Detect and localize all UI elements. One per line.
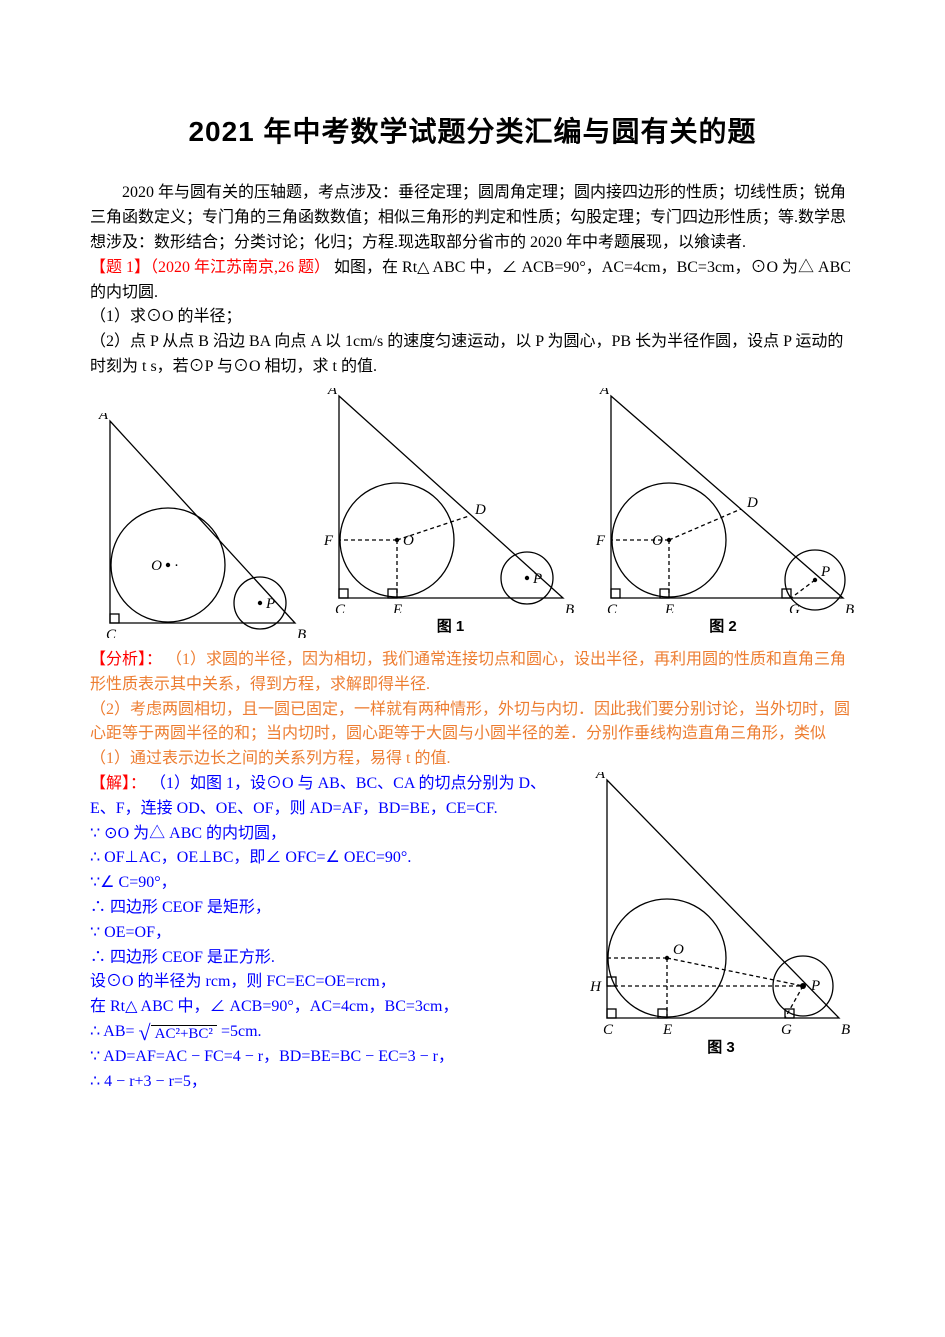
figures-row: A C B O · P A C B E F D O P 图 1 A C B E F D G O P 图 2: [90, 388, 855, 638]
svg-text:O: O: [673, 942, 684, 958]
svg-text:G: G: [789, 602, 800, 613]
figure-0-wrap: A C B O · P: [90, 413, 310, 638]
svg-text:·: ·: [174, 558, 179, 574]
figure-2-wrap: A C B E F D G O P 图 2: [591, 388, 855, 638]
problem-line-1: 【题 1】（2020 年江苏南京,26 题） 如图，在 Rt△ ABC 中，∠ …: [90, 256, 855, 306]
figure-2: A C B E F D G O P: [591, 388, 855, 613]
analysis-line: 【分析】： （1）求圆的半径，因为相切，我们通常连接切点和圆心，设出半径，再利用…: [90, 648, 855, 698]
sol-line-4: ∵ OE=OF，: [90, 921, 569, 946]
svg-text:O: O: [151, 558, 162, 574]
svg-text:A: A: [98, 413, 109, 423]
sol-line-7: 在 Rt△ ABC 中，∠ ACB=90°，AC=4cm，BC=3cm，: [90, 995, 569, 1020]
page: 2021 年中考数学试题分类汇编与圆有关的题 2020 年与圆有关的压轴题，考点…: [0, 0, 945, 1337]
svg-text:E: E: [664, 602, 674, 613]
radicand: AC²+BC²: [151, 1025, 217, 1044]
problem-label: 【题 1】（2020 年江苏南京,26 题）: [90, 259, 330, 276]
svg-text:E: E: [392, 602, 402, 613]
radical-icon: √: [139, 1022, 151, 1044]
figure-1-wrap: A C B E F D O P 图 1: [319, 388, 583, 638]
figure-3-caption: 图 3: [707, 1036, 735, 1059]
svg-text:A: A: [326, 388, 337, 398]
svg-text:C: C: [106, 627, 117, 638]
analysis-p1: （1）求圆的半径，因为相切，我们通常连接切点和圆心，设出半径，再利用圆的性质和直…: [90, 651, 846, 693]
svg-text:O: O: [652, 533, 663, 549]
solution-text: 【解】： （1）如图 1，设⊙O 与 AB、BC、CA 的切点分别为 D、E、F…: [90, 772, 569, 1094]
svg-text:P: P: [820, 564, 830, 580]
svg-text:B: B: [845, 602, 854, 613]
sol-line-5: ∴ 四边形 CEOF 是正方形.: [90, 946, 569, 971]
svg-text:F: F: [322, 533, 333, 549]
intro-paragraph: 2020 年与圆有关的压轴题，考点涉及：垂径定理；圆周角定理；圆内接四边形的性质…: [90, 181, 855, 255]
svg-text:B: B: [565, 602, 574, 613]
solution-head: 【解】： （1）如图 1，设⊙O 与 AB、BC、CA 的切点分别为 D、E、F…: [90, 772, 569, 822]
sol-line-1: ∴ OF⊥AC，OE⊥BC，即∠ OFC=∠ OEC=90°.: [90, 846, 569, 871]
svg-text:C: C: [335, 602, 346, 613]
svg-text:F: F: [595, 533, 606, 549]
svg-text:D: D: [746, 495, 758, 511]
problem-q1: （1）求⊙O 的半径；: [90, 305, 855, 330]
figure-1-caption: 图 1: [437, 615, 465, 638]
analysis-p2: （2）考虑两圆相切，且一圆已固定，一样就有两种情形，外切与内切．因此我们要分别讨…: [90, 698, 855, 772]
figure-3: A C B E G H O P: [587, 772, 855, 1034]
sol-line-3: ∴ 四边形 CEOF 是矩形，: [90, 896, 569, 921]
page-title: 2021 年中考数学试题分类汇编与圆有关的题: [90, 110, 855, 153]
svg-text:E: E: [662, 1022, 672, 1034]
figure-2-caption: 图 2: [709, 615, 737, 638]
sol-line-ab: ∴ AB= √ AC²+BC² =5cm.: [90, 1020, 569, 1045]
figure-1: A C B E F D O P: [319, 388, 583, 613]
figure-3-wrap: A C B E G H O P 图 3: [587, 772, 855, 1059]
sol-tail-0: ∵ AD=AF=AC − FC=4 − r，BD=BE=BC − EC=3 − …: [90, 1045, 569, 1070]
svg-text:G: G: [781, 1022, 792, 1034]
solution-label: 【解】：: [90, 775, 146, 792]
svg-text:C: C: [603, 1022, 614, 1034]
ab-prefix: ∴ AB=: [90, 1023, 135, 1040]
svg-text:B: B: [841, 1022, 850, 1034]
sol-line-6: 设⊙O 的半径为 rcm，则 FC=EC=OE=rcm，: [90, 970, 569, 995]
solution-p1: （1）如图 1，设⊙O 与 AB、BC、CA 的切点分别为 D、E、F，连接 O…: [90, 775, 546, 817]
svg-text:P: P: [532, 571, 542, 587]
analysis-label: 【分析】：: [90, 651, 162, 668]
problem-q2: （2）点 P 从点 B 沿边 BA 向点 A 以 1cm/s 的速度匀速运动，以…: [90, 330, 855, 380]
svg-text:A: A: [595, 772, 606, 782]
sol-line-0: ∵ ⊙O 为△ ABC 的内切圆，: [90, 822, 569, 847]
solution-block: 【解】： （1）如图 1，设⊙O 与 AB、BC、CA 的切点分别为 D、E、F…: [90, 772, 855, 1094]
svg-text:A: A: [599, 388, 610, 398]
sqrt-expr: √ AC²+BC²: [139, 1022, 217, 1044]
svg-text:O: O: [403, 533, 414, 549]
figure-0: A C B O · P: [90, 413, 310, 638]
ab-suffix: =5cm.: [221, 1023, 262, 1040]
sol-line-2: ∵∠ C=90°，: [90, 871, 569, 896]
svg-text:P: P: [265, 596, 275, 612]
svg-text:D: D: [474, 502, 486, 518]
svg-text:H: H: [589, 979, 602, 995]
svg-text:B: B: [297, 627, 306, 638]
svg-text:C: C: [607, 602, 618, 613]
sol-tail-1: ∴ 4 − r+3 − r=5，: [90, 1070, 569, 1095]
svg-text:P: P: [810, 978, 820, 994]
